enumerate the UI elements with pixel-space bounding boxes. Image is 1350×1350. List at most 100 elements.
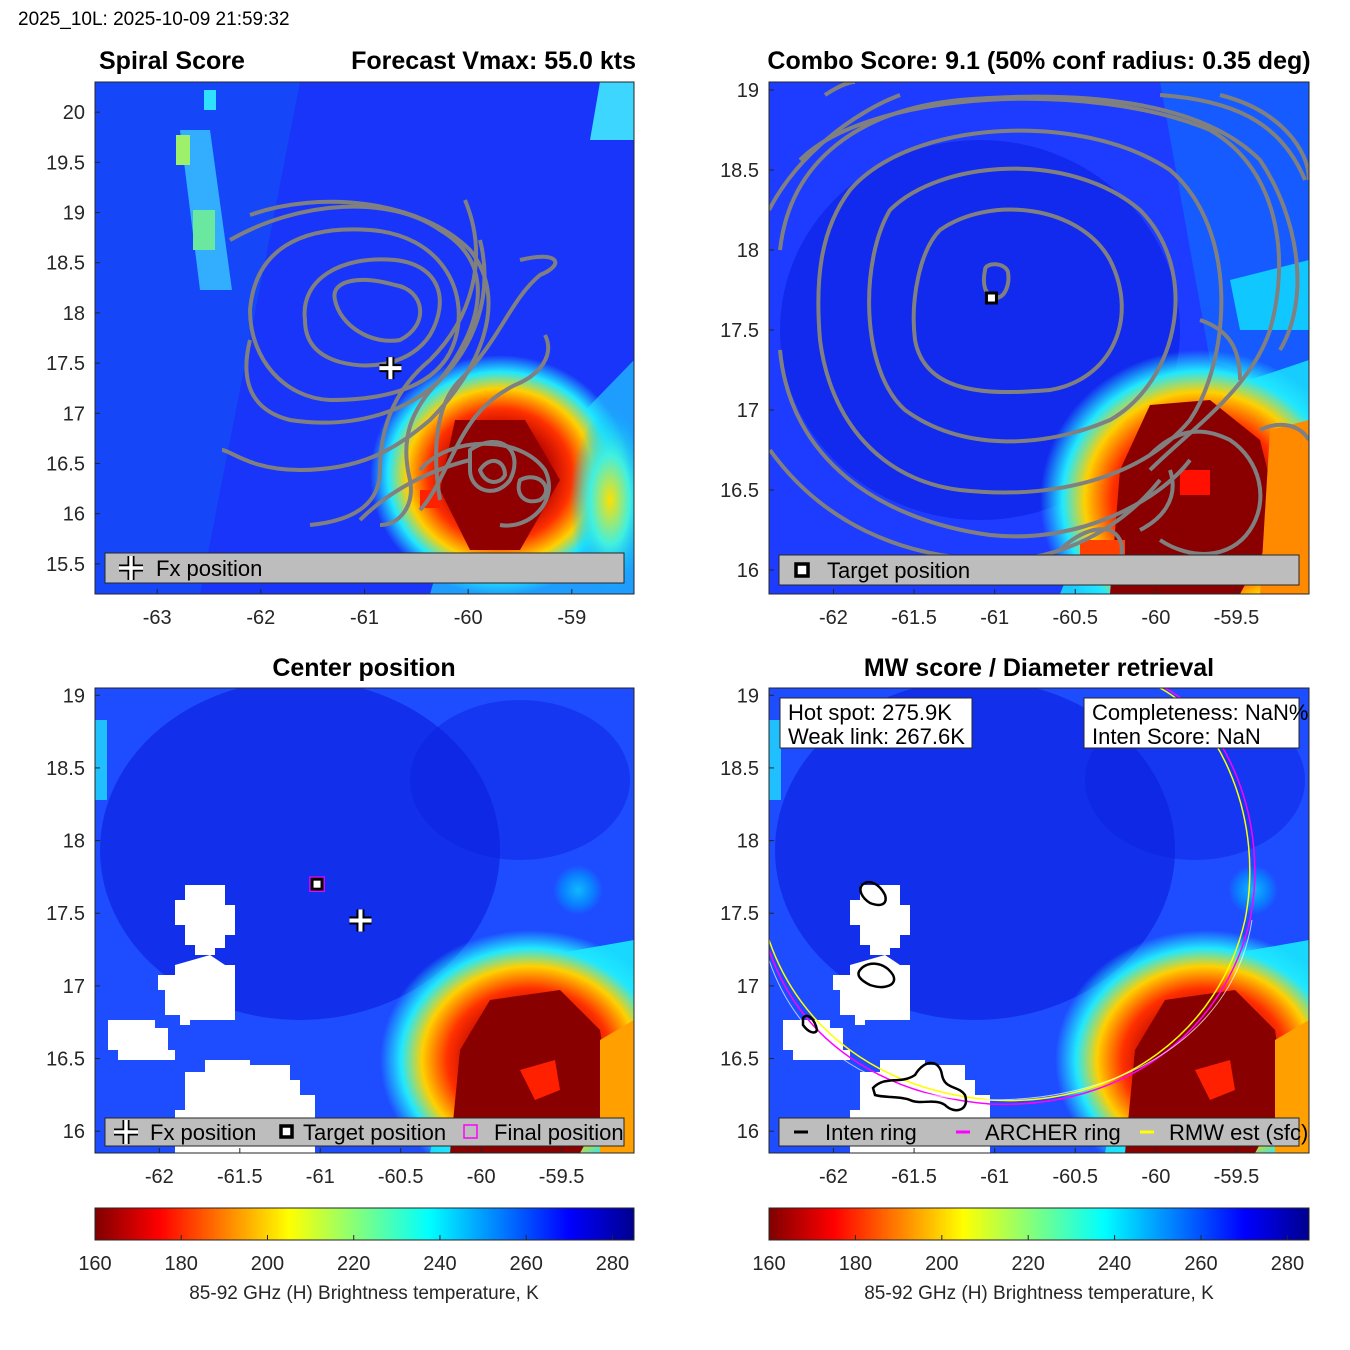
target-position-marker (984, 291, 998, 305)
colorbar-tick-label: 280 (1271, 1253, 1304, 1275)
x-tick-label: -59 (557, 607, 586, 629)
center-axes-box (94, 687, 635, 1154)
plus-icon (119, 556, 143, 580)
combo-axes-box (768, 81, 1310, 595)
panel-mw-score: MW score / Diameter retrieval (720, 654, 1310, 1188)
y-tick-label: 18.5 (720, 758, 759, 780)
colorbar-tick-label: 200 (925, 1253, 958, 1275)
colorbar-left-label: 85-92 GHz (H) Brightness temperature, K (189, 1283, 539, 1304)
final-square-mark (309, 876, 325, 892)
x-tick-label: -61 (350, 607, 379, 629)
legend-target-label: Target position (827, 558, 970, 583)
center-y-ticks: 16 16.5 17 17.5 18 18.5 19 (46, 685, 100, 1143)
y-tick-label: 16.5 (46, 453, 85, 475)
spiral-x-ticks: -63 -62 -61 -60 -59 (143, 589, 586, 629)
x-tick-label: -61 (980, 607, 1009, 629)
y-tick-label: 16 (737, 560, 759, 582)
legend-c-target-label: Target position (303, 1120, 446, 1145)
center-markers (309, 876, 372, 932)
y-tick-label: 18.5 (720, 160, 759, 182)
spiral-title: Spiral Score (99, 47, 245, 75)
x-tick-label: -59.5 (539, 1166, 585, 1188)
combo-x-ticks: -62 -61.5 -61 -60.5 -60 -59.5 (819, 589, 1259, 629)
y-tick-label: 18 (63, 303, 85, 325)
colorbar-right-label: 85-92 GHz (H) Brightness temperature, K (864, 1283, 1214, 1304)
spiral-legend: Fx position (104, 552, 625, 584)
hot-spot-label: Hot spot: 275.9K (788, 700, 952, 725)
magenta-square-icon (463, 1124, 478, 1139)
colorbar-tick-label: 160 (78, 1253, 111, 1275)
legend-c-fx-label: Fx position (150, 1120, 256, 1145)
y-tick-label: 18.5 (46, 253, 85, 275)
y-tick-label: 18 (737, 240, 759, 262)
colorbar-tick-label: 220 (1012, 1253, 1045, 1275)
y-tick-label: 17.5 (46, 903, 85, 925)
y-tick-label: 19 (737, 685, 759, 707)
combo-contours (769, 82, 1309, 582)
combo-legend: Target position (778, 554, 1300, 586)
y-tick-label: 16 (63, 1121, 85, 1143)
fx-plus-mark (349, 909, 372, 932)
spiral-y-ticks: 15.5 16 16.5 17 17.5 18 18.5 19 19.5 20 (46, 102, 100, 576)
target-square-mark (310, 877, 324, 891)
panel-center-position: Center position Fx pos (46, 654, 635, 1188)
x-tick-label: -62 (246, 607, 275, 629)
x-tick-label: -61 (980, 1166, 1009, 1188)
center-title: Center position (272, 654, 455, 682)
x-tick-label: -59.5 (1214, 1166, 1260, 1188)
center-legend: Fx position Target position Final positi… (104, 1117, 625, 1147)
legend-rmw-label: RMW est (sfc) (1169, 1120, 1308, 1145)
x-tick-label: -62 (145, 1166, 174, 1188)
colorbar-tick-label: 240 (423, 1253, 456, 1275)
combo-title: Combo Score: 9.1 (50% conf radius: 0.35 … (767, 47, 1310, 75)
mw-legend: Inten ring ARCHER ring RMW est (sfc) (778, 1117, 1308, 1147)
y-tick-label: 17 (737, 976, 759, 998)
legend-archer-label: ARCHER ring (985, 1120, 1121, 1145)
colorbar-right-ticks: 160 180 200 220 240 260 280 (752, 1235, 1304, 1275)
x-tick-label: -60.5 (378, 1166, 424, 1188)
y-tick-label: 18.5 (46, 758, 85, 780)
y-tick-label: 19 (63, 685, 85, 707)
colorbar-tick-label: 260 (510, 1253, 543, 1275)
colorbar-tick-label: 160 (752, 1253, 785, 1275)
x-tick-label: -60 (1141, 607, 1170, 629)
x-tick-label: -60 (454, 607, 483, 629)
completeness-label: Completeness: NaN% (1092, 700, 1308, 725)
y-tick-label: 19 (737, 80, 759, 102)
x-tick-label: -60 (467, 1166, 496, 1188)
x-tick-label: -62 (819, 1166, 848, 1188)
fx-plus-mark (379, 357, 402, 380)
legend-fx-label: Fx position (156, 556, 262, 581)
combo-y-ticks: 16 16.5 17 17.5 18 18.5 19 (720, 80, 774, 582)
y-tick-label: 17 (737, 400, 759, 422)
forecast-vmax-title: Forecast Vmax: 55.0 kts (351, 47, 636, 75)
colorbar-right: 160 180 200 220 240 260 280 85-92 GHz (H) Brig… (752, 1207, 1310, 1304)
colorbar-tick-label: 240 (1098, 1253, 1131, 1275)
mw-x-ticks: -62 -61.5 -61 -60.5 -60 -59.5 (819, 1148, 1259, 1188)
x-tick-label: -63 (143, 607, 172, 629)
colorbar-tick-label: 280 (596, 1253, 629, 1275)
x-tick-label: -59.5 (1214, 607, 1260, 629)
mw-hotspot-box: Hot spot: 275.9K Weak link: 267.6K (779, 697, 973, 749)
y-tick-label: 17.5 (46, 353, 85, 375)
y-tick-label: 16.5 (720, 1049, 759, 1071)
colorbar-tick-label: 180 (839, 1253, 872, 1275)
y-tick-label: 16 (737, 1121, 759, 1143)
colorbar-tick-label: 180 (165, 1253, 198, 1275)
plus-icon (114, 1120, 138, 1144)
fx-position-marker (379, 357, 402, 380)
legend-inten-label: Inten ring (825, 1120, 917, 1145)
colorbar-left-ticks: 160 180 200 220 240 260 280 (78, 1235, 629, 1275)
y-tick-label: 16.5 (720, 480, 759, 502)
colorbar-tick-label: 260 (1184, 1253, 1217, 1275)
x-tick-label: -61.5 (891, 1166, 937, 1188)
x-tick-label: -61 (306, 1166, 335, 1188)
y-tick-label: 18 (63, 831, 85, 853)
square-icon (794, 562, 810, 578)
y-tick-label: 19.5 (46, 152, 85, 174)
colorbar-left: 160 180 200 220 240 260 280 85-92 GHz (H) Brig… (78, 1207, 635, 1304)
x-tick-label: -60 (1141, 1166, 1170, 1188)
colorbar-tick-label: 220 (337, 1253, 370, 1275)
mw-y-ticks: 16 16.5 17 17.5 18 18.5 19 (720, 685, 774, 1143)
